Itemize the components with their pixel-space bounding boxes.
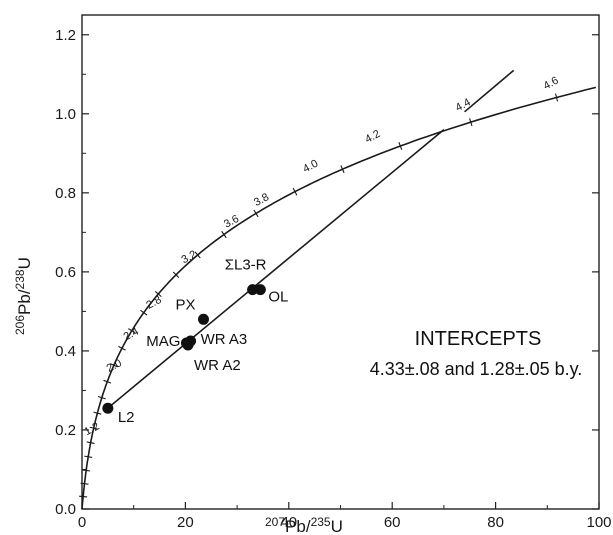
concordia-age-label: 4.0 <box>301 158 320 176</box>
concordia-age-label: 3.2 <box>180 248 199 266</box>
x-tick-label: 80 <box>487 514 504 531</box>
x-axis-title: 207Pb/235U <box>265 515 343 535</box>
concordia-tick <box>82 469 91 472</box>
concordia-tick <box>398 142 403 150</box>
x-tick-label: 40 <box>280 514 297 531</box>
concordia-age-label: 4.2 <box>363 128 382 146</box>
data-points <box>102 284 266 414</box>
point-label: L2 <box>118 409 135 426</box>
concordia-curve <box>81 86 597 510</box>
concordia-tick <box>110 363 118 368</box>
data-point <box>247 284 259 296</box>
data-point <box>102 402 114 414</box>
discordia-line <box>104 128 445 411</box>
concordia-tick <box>89 426 98 430</box>
discordia-extension-line <box>464 69 515 113</box>
data-point <box>182 339 194 351</box>
concordia-tick <box>554 93 559 102</box>
concordia-tick <box>118 345 126 351</box>
plot-frame <box>81 14 600 510</box>
plot-axes <box>81 14 600 510</box>
data-point <box>197 313 209 325</box>
concordia-age-label: 4.6 <box>541 75 560 93</box>
x-axis-ticks: 0 20 40 60 80 100 <box>78 502 612 531</box>
concordia-tick <box>84 455 93 458</box>
y-tick-label: 0.4 <box>55 343 76 360</box>
point-label: PX <box>175 296 195 313</box>
y-tick-label: 1.0 <box>55 106 76 123</box>
y-axis-ticks: 0.0 0.2 0.4 0.6 0.8 1.0 1.2 <box>55 27 599 518</box>
concordia-tick <box>221 230 227 239</box>
intercepts-title: INTERCEPTS <box>415 328 542 350</box>
data-point-labels: L2 MAG WR A3 WR A2 PX ΣL3-ROL <box>118 257 289 427</box>
concordia-age-label: 1.2 <box>82 420 101 438</box>
concordia-age-label: 2.0 <box>105 357 124 375</box>
concordia-tick <box>172 271 180 279</box>
concordia-age-label: 2.4 <box>122 326 141 344</box>
y-tick-label: 1.2 <box>55 27 76 44</box>
concordia-tick <box>194 251 201 259</box>
y-tick-label: 0.0 <box>55 501 76 518</box>
intercepts-values: 4.33±.08 and 1.28±.05 b.y. <box>370 359 583 379</box>
y-axis-title: 206Pb/238U <box>13 257 34 335</box>
concordia-tick <box>469 118 473 127</box>
point-label: MAG <box>146 333 180 350</box>
point-label: WR A2 <box>194 357 241 374</box>
data-point <box>254 284 266 296</box>
concordia-age-ticks <box>79 93 559 498</box>
concordia-age-label: 3.6 <box>222 213 241 231</box>
concordia-tick <box>154 291 162 298</box>
concordia-tick <box>80 482 89 485</box>
y-tick-label: 0.2 <box>55 422 76 439</box>
point-label: ΣL3-R <box>225 257 267 274</box>
concordia-age-labels: 1.22.02.42.83.23.63.84.04.24.44.6 <box>82 75 560 439</box>
y-tick-label: 0.6 <box>55 264 76 281</box>
concordia-tick <box>86 441 95 444</box>
concordia-tick <box>128 328 136 334</box>
concordia-tick <box>103 379 112 384</box>
concordia-tick <box>292 187 298 196</box>
concordia-age-label: 4.4 <box>454 96 473 114</box>
concordia-tick <box>93 411 102 415</box>
concordia-tick <box>140 309 148 316</box>
x-tick-label: 20 <box>177 514 194 531</box>
point-label: OL <box>268 289 288 306</box>
concordia-tick <box>340 165 345 174</box>
concordia-tick <box>79 495 88 498</box>
concordia-tick <box>253 209 259 218</box>
x-tick-label: 0 <box>78 514 86 531</box>
y-tick-label: 0.8 <box>55 185 76 202</box>
concordia-tick <box>97 395 106 400</box>
x-tick-label: 60 <box>384 514 401 531</box>
point-label: WR A3 <box>201 331 248 348</box>
x-tick-label: 100 <box>586 514 611 531</box>
